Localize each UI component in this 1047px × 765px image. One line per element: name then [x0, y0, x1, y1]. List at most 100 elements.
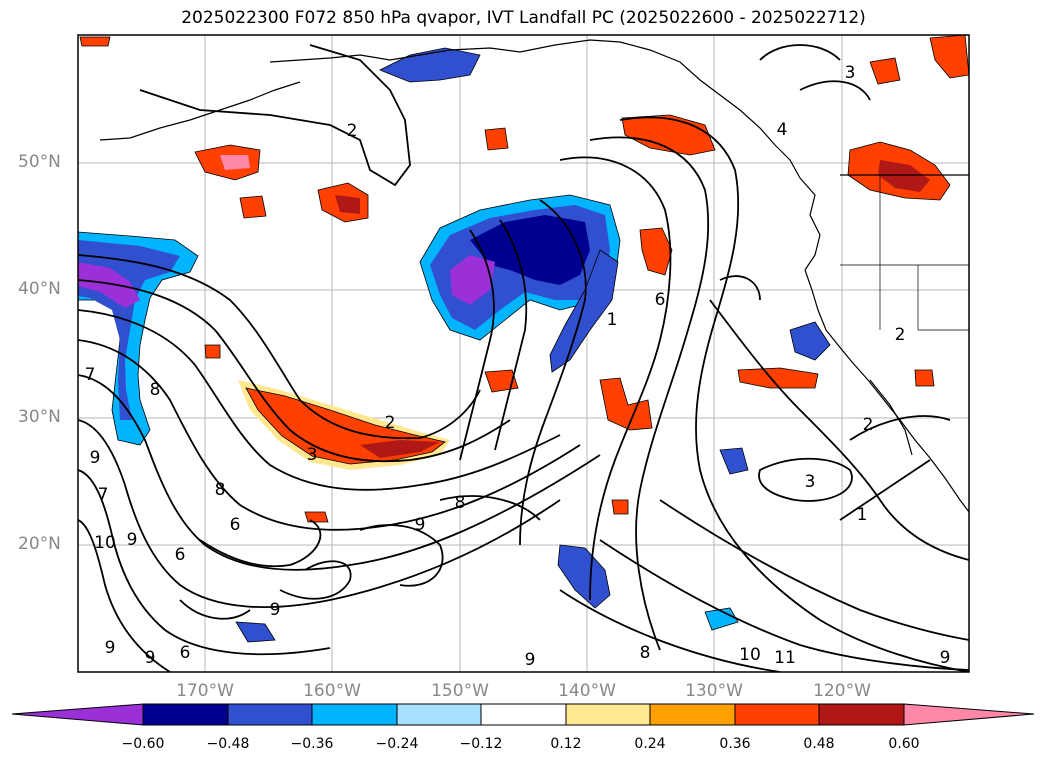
- fill-orange-s2: [611, 499, 629, 515]
- colorbar-bin: [649, 703, 736, 726]
- lon-label-160w: 160°W: [303, 681, 361, 701]
- lat-label-20: 20°N: [18, 534, 61, 554]
- fill-orange-ne3: [869, 57, 901, 85]
- colorbar: [11, 703, 1035, 726]
- fill-orange-w1: [239, 195, 267, 219]
- lat-label-50: 50°N: [18, 152, 61, 172]
- fill-purple-west: [78, 262, 140, 308]
- contour-label: 1: [607, 310, 618, 330]
- baja: [869, 379, 913, 456]
- fill-cyan-band: [549, 249, 619, 373]
- fill-cyan-s4: [235, 621, 276, 643]
- colorbar-extend-low: [11, 703, 144, 726]
- contour-label: 2: [895, 325, 906, 345]
- contour-label: 9: [105, 638, 116, 658]
- contour-label: 6: [175, 545, 186, 565]
- contour-label: 3: [845, 63, 856, 83]
- fill-orange-s1: [304, 511, 329, 523]
- contour-label: 9: [270, 600, 281, 620]
- lon-label-120w: 120°W: [813, 681, 871, 701]
- colorbar-bin: [227, 703, 313, 726]
- colorbar-extend-high: [903, 703, 1035, 726]
- map-frame: [77, 34, 970, 673]
- colorbar-bin: [818, 703, 905, 726]
- contour-label: 2: [347, 121, 358, 141]
- lat-label-30: 30°N: [18, 407, 61, 427]
- fill-navy-central: [470, 215, 590, 285]
- fill-orange-tl: [79, 36, 111, 47]
- colorbar-bin: [142, 703, 229, 726]
- contour-label: 7: [98, 485, 109, 505]
- colorbar-bin: [311, 703, 398, 726]
- negative-anomaly-fills: [78, 47, 831, 643]
- contour-label: 8: [215, 480, 226, 500]
- contour-label: 2: [863, 415, 874, 435]
- fill-darkred-n2: [335, 195, 360, 214]
- contour-label: 1: [857, 505, 868, 525]
- aleutians: [99, 81, 301, 141]
- colorbar-tick: −0.24: [375, 736, 419, 752]
- alaska-coast: [269, 39, 801, 179]
- contour-label: 10: [739, 645, 761, 665]
- contour-label: 7: [85, 365, 96, 385]
- fill-orange-w4: [204, 344, 221, 359]
- contour-label: 6: [230, 515, 241, 535]
- lon-label-170w: 170°W: [176, 681, 234, 701]
- contour-label: 3: [805, 472, 816, 492]
- fill-darkred-band: [360, 440, 440, 458]
- fill-darkred-ne1: [878, 160, 930, 192]
- ivt-contours: [78, 44, 969, 672]
- colorbar-bin: [396, 703, 482, 726]
- fill-orange-e2: [599, 377, 653, 431]
- contour-label: 8: [150, 380, 161, 400]
- colorbar-bin: [480, 703, 567, 726]
- contour-label: 4: [777, 120, 788, 140]
- contour-label: 8: [640, 643, 651, 663]
- lon-label-130w: 130°W: [685, 681, 743, 701]
- contour-labels: 2 2 3 3 1 4 2 2 3 1 7 8 9 7 10 9 8 9 6 6…: [85, 63, 951, 670]
- colorbar-tick: −0.60: [121, 736, 165, 752]
- colorbar-tick: −0.12: [459, 736, 503, 752]
- colorbar-tick: 0.36: [719, 736, 751, 752]
- colorbar-tick: 0.48: [803, 736, 835, 752]
- colorbar-tick: −0.36: [290, 736, 334, 752]
- map-title: 2025022300 F072 850 hPa qvapor, IVT Land…: [181, 8, 866, 28]
- fill-orange-w2: [484, 127, 509, 151]
- fill-cyan-se2: [719, 447, 749, 475]
- contour-label: 9: [127, 530, 138, 550]
- fill-orange-e1: [737, 367, 819, 389]
- fill-orange-ne2: [929, 35, 969, 79]
- contour-label: 8: [455, 493, 466, 513]
- positive-anomaly-fills: [79, 35, 969, 523]
- colorbar-tick: 0.12: [550, 736, 582, 752]
- fill-cyan-coast: [789, 321, 831, 361]
- fill-orange-n4: [639, 227, 673, 276]
- fill-purple-central: [450, 255, 495, 305]
- coastlines: [99, 39, 969, 513]
- contour-label: 9: [415, 515, 426, 535]
- fill-pink-nw: [220, 155, 250, 170]
- contour-label: 9: [90, 448, 101, 468]
- contour-label: 3: [307, 445, 318, 465]
- plot-area: 2 2 3 3 1 4 2 2 3 1 7 8 9 7 10 9 8 9 6 6…: [78, 35, 969, 672]
- lon-label-150w: 150°W: [431, 681, 489, 701]
- fill-cyan-se1: [557, 544, 611, 609]
- bc-coast: [799, 177, 821, 271]
- us-west-coast: [804, 269, 969, 513]
- lon-label-140w: 140°W: [558, 681, 616, 701]
- fill-cyan-north: [379, 47, 481, 83]
- fill-orange-e3: [484, 369, 519, 393]
- contour-label: 9: [145, 648, 156, 668]
- colorbar-tick: −0.48: [206, 736, 250, 752]
- contour-label: 10: [94, 533, 116, 553]
- contour-label: 6: [655, 290, 666, 310]
- lat-label-40: 40°N: [18, 279, 61, 299]
- contour-label: 9: [525, 650, 536, 670]
- colorbar-bin: [565, 703, 651, 726]
- contour-label: 2: [385, 413, 396, 433]
- contour-label: 11: [774, 648, 796, 668]
- colorbar-tick: 0.24: [634, 736, 666, 752]
- colorbar-bin: [734, 703, 820, 726]
- contour-label: 9: [940, 648, 951, 668]
